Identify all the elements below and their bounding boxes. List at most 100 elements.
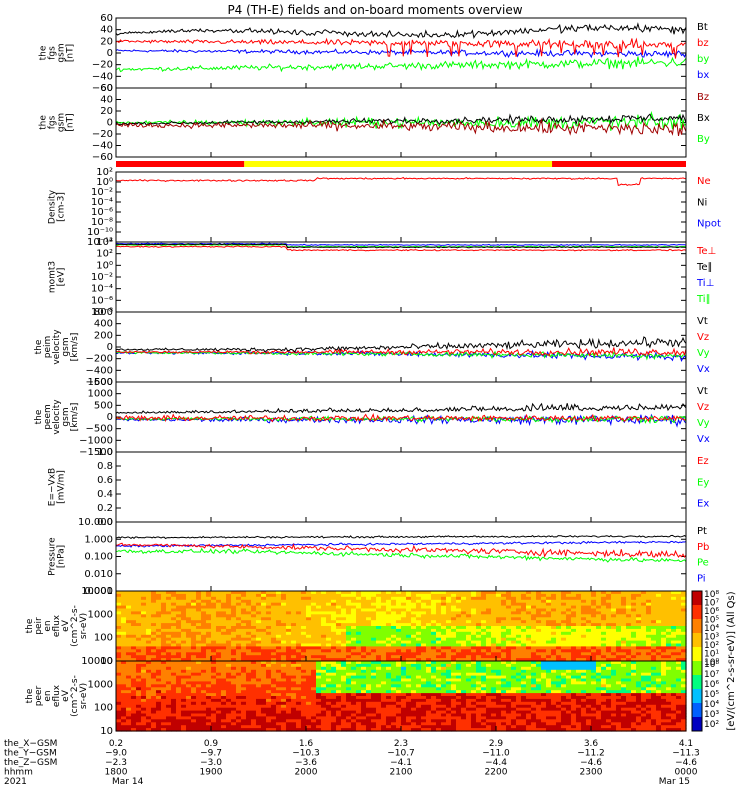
spectrogram-cell — [411, 608, 417, 612]
spectrogram-cell — [591, 608, 597, 612]
spectrogram-cell — [566, 640, 572, 645]
spectrogram-cell — [576, 617, 582, 621]
spectrogram-cell — [321, 620, 327, 624]
spectrogram-cell — [286, 658, 292, 662]
spectrogram-cell — [556, 605, 562, 610]
spectrogram-cell — [301, 707, 307, 712]
spectrogram-cell — [676, 611, 682, 615]
spectrogram-cell — [266, 655, 272, 659]
spectrogram-cell — [331, 631, 337, 636]
spectrogram-cell — [361, 713, 367, 717]
spectrogram-cell — [261, 713, 267, 717]
spectrogram-cell — [256, 716, 262, 720]
spectrogram-cell — [196, 725, 202, 729]
spectrogram-cell — [541, 608, 547, 612]
spectrogram-cell — [346, 602, 352, 607]
spectrogram-cell — [191, 661, 197, 665]
spectrogram-cell — [116, 696, 122, 700]
spectrogram-cell — [306, 614, 312, 618]
spectrogram-cell — [266, 605, 272, 610]
spectrogram-cell — [201, 611, 207, 615]
spectrogram-cell — [506, 693, 512, 697]
spectrogram-cell — [116, 626, 122, 630]
spectrogram-cell — [386, 672, 392, 677]
spectrogram-cell — [181, 655, 187, 659]
spectrogram-cell — [196, 713, 202, 717]
spectrogram-cell — [301, 631, 307, 636]
spectrogram-cell — [211, 661, 217, 665]
spectrogram-cell — [296, 698, 302, 703]
spectrogram-cell — [376, 602, 382, 607]
spectrogram-cell — [141, 728, 147, 732]
spectrogram-cell — [501, 626, 507, 630]
y-label-line: [nPa] — [57, 545, 67, 568]
spectrogram-cell — [331, 596, 337, 601]
spectrogram-cell — [531, 599, 537, 604]
spectrogram-cell — [506, 611, 512, 615]
spectrogram-cell — [251, 623, 257, 627]
spectrogram-cell — [361, 617, 367, 621]
spectrogram-cell — [161, 661, 167, 665]
spectrogram-cell — [241, 696, 247, 700]
spectrogram-cell — [211, 719, 217, 723]
y-label-line: eV — [61, 689, 71, 702]
y-label-line: peim — [43, 336, 53, 359]
spectrogram-cell — [226, 698, 232, 703]
spectrogram-cell — [346, 655, 352, 659]
spectrogram-cell — [126, 669, 132, 674]
spectrogram-cell — [156, 611, 162, 615]
spectrogram-cell — [261, 696, 267, 700]
spectrogram-cell — [376, 593, 382, 598]
spectrogram-cell — [151, 593, 157, 598]
spectrogram-cell — [271, 719, 277, 723]
spectrogram-cell — [321, 675, 327, 680]
legend-entry: bx — [697, 70, 709, 81]
spectrogram-cell — [556, 614, 562, 618]
spectrogram-cell — [121, 701, 127, 706]
spectrogram-cell — [146, 696, 152, 700]
spectrogram-cell — [606, 646, 612, 650]
spectrogram-cell — [431, 599, 437, 604]
spectrogram-cell — [366, 687, 372, 691]
spectrogram-cell — [371, 693, 377, 697]
spectrogram-cell — [201, 687, 207, 691]
spectrogram-cell — [311, 713, 317, 717]
spectrogram-cell — [281, 716, 287, 720]
spectrogram-cell — [496, 614, 502, 618]
spectrogram-cell — [216, 640, 222, 645]
spectrogram-cell — [176, 663, 182, 668]
spectrogram-cell — [146, 669, 152, 674]
spectrogram-cell — [306, 602, 312, 607]
spectrogram-cell — [386, 637, 392, 642]
spectrogram-cell — [211, 631, 217, 636]
spectrogram-cell — [286, 649, 292, 653]
spectrogram-cell — [426, 614, 432, 618]
spectrogram-cell — [316, 713, 322, 717]
spectrogram-cell — [541, 614, 547, 618]
spectrogram-cell — [426, 675, 432, 680]
spectrogram-cell — [121, 675, 127, 680]
spectrogram-cell — [511, 637, 517, 642]
spectrogram-cell — [331, 725, 337, 729]
spectrogram-cell — [161, 710, 167, 715]
spectrogram-cell — [151, 655, 157, 659]
spectrogram-cell — [176, 611, 182, 615]
spectrogram-cell — [501, 678, 507, 682]
y-label-line: the — [39, 45, 49, 60]
spectrogram-cell — [166, 669, 172, 674]
spectrogram-cell — [126, 658, 132, 662]
spectrogram-cell — [341, 698, 347, 703]
spectrogram-cell — [256, 640, 262, 645]
spectrogram-cell — [351, 652, 357, 656]
spectrogram-cell — [406, 666, 412, 671]
spectrogram-cell — [196, 707, 202, 712]
spectrogram-cell — [476, 628, 482, 633]
spectrogram-cell — [201, 605, 207, 610]
spectrogram-cell — [241, 669, 247, 674]
spectrogram-cell — [496, 707, 502, 712]
spectrogram-cell — [246, 722, 252, 726]
spectrogram-cell — [361, 628, 367, 633]
spectrogram-cell — [146, 661, 152, 665]
spectrogram-cell — [426, 710, 432, 715]
